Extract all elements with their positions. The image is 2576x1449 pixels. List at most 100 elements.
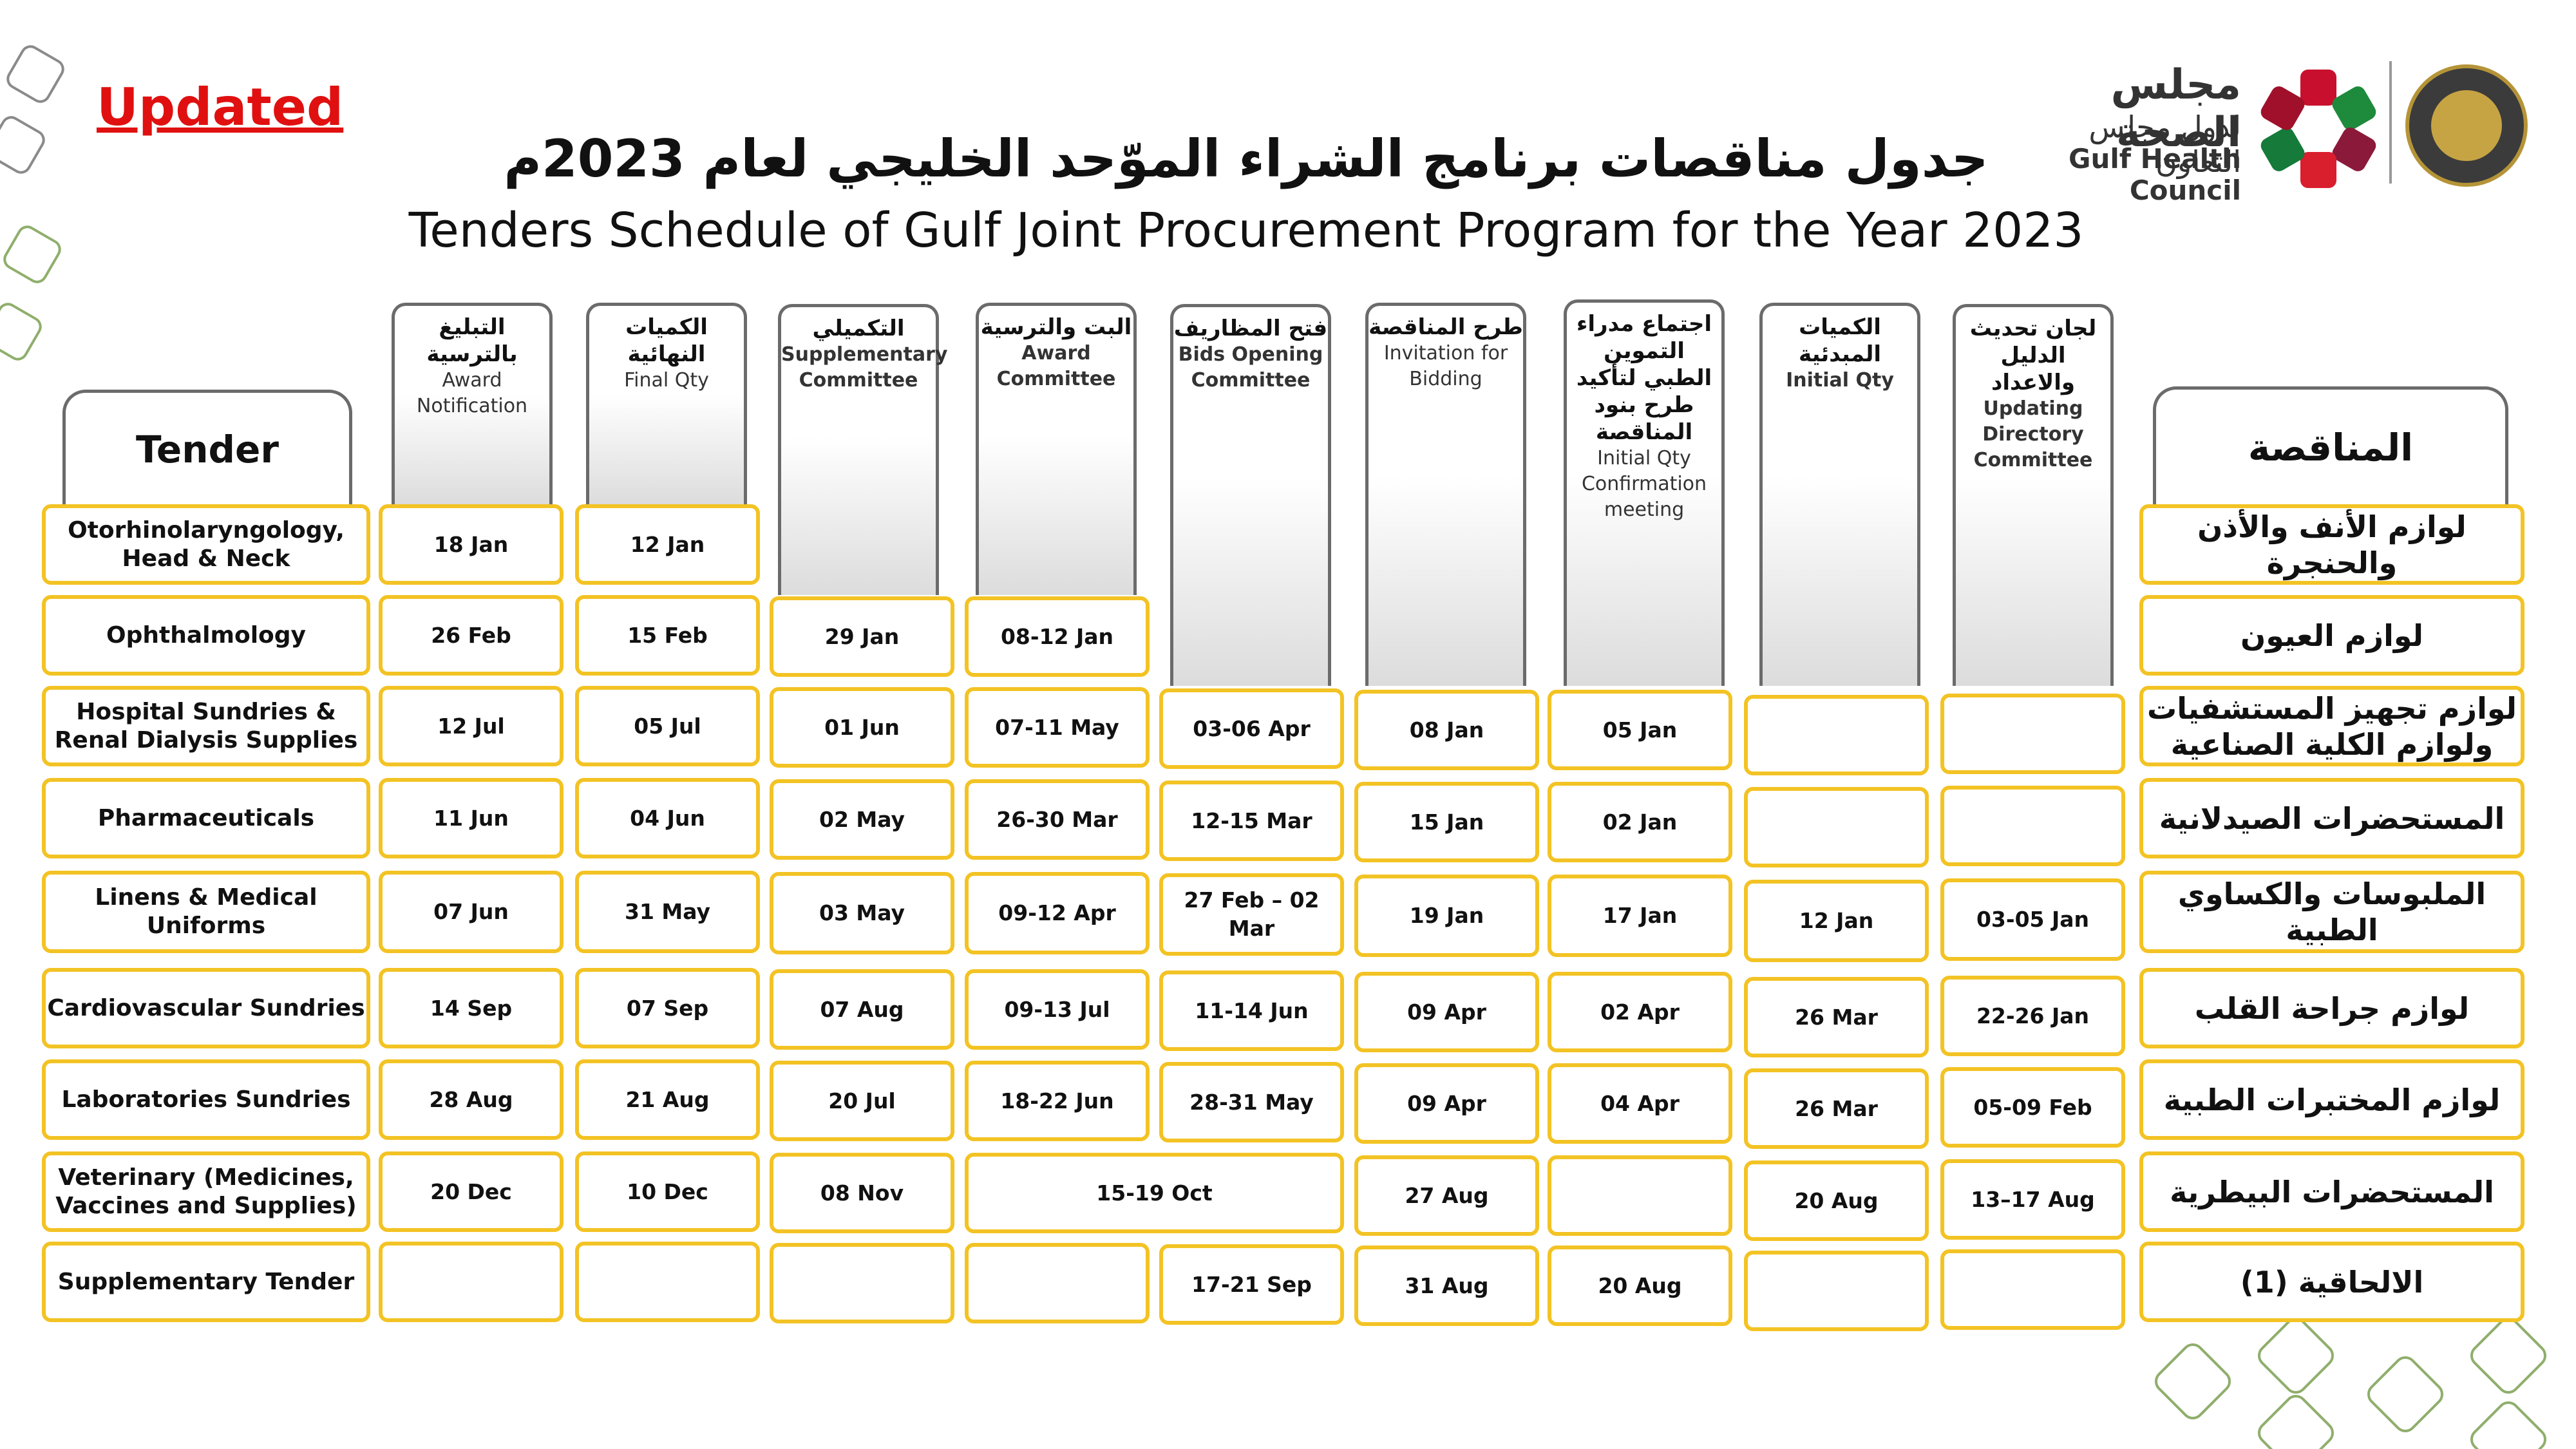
schedule-cell [575,1242,760,1322]
schedule-cell: 09 Apr [1354,1063,1539,1144]
stage-header-arabic: التبليغ بالترسية [426,314,518,367]
stage-header-3: التكميلي Supplementary Committee [778,304,948,595]
schedule-cell: 20 Jul [770,1061,954,1141]
row-label-arabic: لوازم الأنف والأذن والحنجرة [2139,504,2524,585]
schedule-cell: 17-21 Sep [1159,1244,1344,1325]
stage-header-english: Award Notification [416,369,528,417]
logo-text-arabic-sub: لدول مجلس التعاون [2088,109,2241,179]
gcc-seal-map-icon [2431,90,2502,161]
page-title-english: Tenders Schedule of Gulf Joint Procureme… [408,203,2084,258]
schedule-cell: 09-13 Jul [965,969,1150,1050]
schedule-cell [965,1243,1150,1323]
schedule-cell: 02 Jan [1548,782,1732,862]
schedule-cell: 02 May [770,779,954,860]
stage-header-arabic: طرح المناقصة [1368,314,1523,340]
schedule-cell: 08 Nov [770,1153,954,1233]
row-label-english: Pharmaceuticals [42,778,370,858]
schedule-cell: 12-15 Mar [1159,781,1344,861]
schedule-cell: 15 Feb [575,595,760,676]
schedule-cell: 29 Jan [770,596,954,677]
stage-header-arabic: التكميلي [812,316,905,341]
logo-text-arabic-main: مجلس الصحة [2110,61,2241,156]
stage-header-english: Initial Qty Confirmation meeting [1581,447,1707,521]
schedule-cell: 19 Jan [1354,875,1539,957]
schedule-cell: 15 Jan [1354,782,1539,862]
stage-header-english: Final Qty [624,369,709,392]
tender-header-label-ar: المناقصة [2248,426,2414,469]
schedule-cell: 05-09 Feb [1940,1067,2125,1148]
row-label-arabic: لوازم العيون [2139,595,2524,676]
schedule-cell: 20 Dec [379,1151,564,1232]
schedule-cell [1940,786,2125,866]
schedule-cell [770,1243,954,1323]
stage-header-5: فتح المظاريف Bids Opening Committee [1170,304,1331,686]
schedule-cell: 11-14 Jun [1159,971,1344,1051]
stage-header-english: Supplementary Committee [781,343,948,392]
gulf-health-council-logo-icon [2260,70,2376,188]
schedule-cell: 10 Dec [575,1151,760,1232]
schedule-cell: 11 Jun [379,778,564,858]
schedule-cell: 27 Feb – 02 Mar [1159,873,1344,956]
row-label-arabic: المستحضرات البيطرية [2139,1151,2524,1232]
row-label-english: Veterinary (Medicines, Vaccines and Supp… [42,1151,370,1232]
row-label-arabic: المستحضرات الصيدلانية [2139,778,2524,858]
schedule-cell: 03 May [770,872,954,954]
stage-header-6: طرح المناقصة Invitation for Bidding [1365,303,1526,686]
schedule-cell: 05 Jan [1548,690,1732,770]
schedule-cell: 17 Jan [1548,875,1732,957]
schedule-cell: 12 Jan [575,504,760,585]
row-label-english: Hospital Sundries & Renal Dialysis Suppl… [42,686,370,766]
schedule-cell: 22-26 Jan [1940,976,2125,1056]
schedule-cell: 13–17 Aug [1940,1159,2125,1240]
stage-header-arabic: لجان تحديث الدليل والاعداد [1969,316,2097,395]
schedule-cell: 07 Sep [575,968,760,1048]
schedule-cell: 08-12 Jan [965,596,1150,677]
page-title-arabic: جدول مناقصات برنامج الشراء الموّحد الخلي… [504,129,1989,189]
schedule-cell: 03-05 Jan [1940,878,2125,961]
schedule-cell: 18 Jan [379,504,564,585]
schedule-cell: 04 Apr [1548,1063,1732,1144]
tender-header-arabic: المناقصة [2153,386,2508,506]
schedule-cell: 28-31 May [1159,1062,1344,1142]
schedule-cell: 21 Aug [575,1059,760,1140]
stage-header-english: Initial Qty [1786,369,1894,392]
row-label-english: Supplementary Tender [42,1242,370,1322]
schedule-cell: 03-06 Apr [1159,688,1344,769]
row-label-english: Laboratories Sundries [42,1059,370,1140]
schedule-cell [379,1242,564,1322]
updated-label: Updated [97,77,344,137]
schedule-cell: 02 Apr [1548,972,1732,1052]
stage-header-arabic: الكميات النهائية [625,314,708,367]
schedule-cell: 12 Jul [379,686,564,766]
logo-divider [2389,61,2392,184]
tender-header-english: Tender [62,390,352,506]
schedule-cell [1940,1249,2125,1330]
stage-header-4: البت والترسية Award Committee [976,303,1137,595]
schedule-cell: 26-30 Mar [965,779,1150,860]
schedule-cell [1548,1155,1732,1236]
schedule-cell [1940,694,2125,774]
schedule-cell: 01 Jun [770,687,954,768]
schedule-cell: 20 Aug [1548,1245,1732,1326]
row-label-english: Ophthalmology [42,595,370,676]
schedule-cell [1744,695,1929,775]
stage-header-english: Invitation for Bidding [1383,342,1508,390]
stage-header-arabic: الكميات المبدئية [1799,314,1881,367]
schedule-cell: 26 Mar [1744,1068,1929,1149]
stage-header-english: Updating Directory Committee [1973,397,2093,471]
stage-header-1: التبليغ بالترسية Award Notification [392,303,553,504]
stage-header-arabic: البت والترسية [980,314,1132,340]
row-label-arabic: لوازم تجهيز المستشفيات ولوازم الكلية الص… [2139,686,2524,766]
schedule-cell: 15-19 Oct [965,1153,1344,1233]
schedule-cell: 26 Feb [379,595,564,676]
schedule-cell: 18-22 Jun [965,1061,1150,1141]
stage-header-8: الكميات المبدئية Initial Qty [1759,303,1920,686]
schedule-cell: 20 Aug [1744,1160,1929,1241]
decorative-pattern-bottom-right [2154,1317,2547,1449]
row-label-arabic: الالحاقية (1) [2139,1242,2524,1322]
schedule-cell [1744,1251,1929,1331]
schedule-cell: 12 Jan [1744,880,1929,962]
schedule-cell: 09 Apr [1354,972,1539,1052]
row-label-arabic: لوازم جراحة القلب [2139,968,2524,1048]
logo-text-english: Gulf Health Council [2068,143,2241,206]
